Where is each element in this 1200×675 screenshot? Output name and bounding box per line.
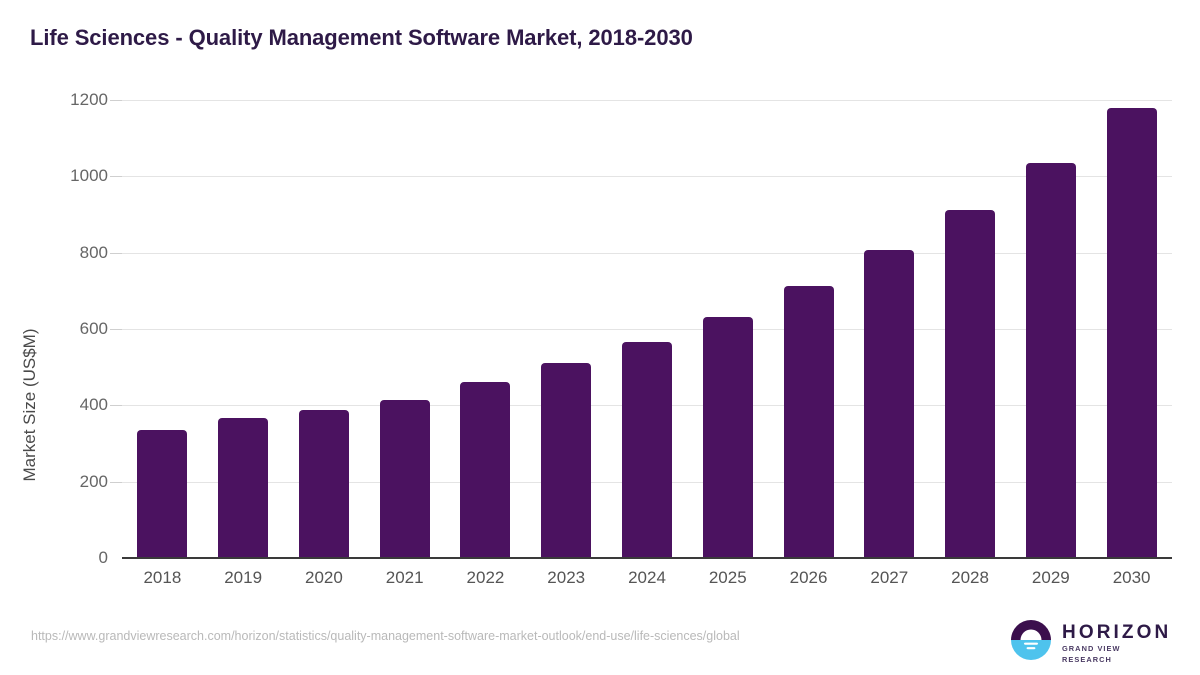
logo-wordmark: HORIZON — [1062, 622, 1172, 643]
brand-logo: HORIZON GRAND VIEW RESEARCH — [1010, 618, 1170, 664]
bar[interactable] — [298, 409, 349, 558]
x-tick-label: 2027 — [870, 568, 909, 587]
bar[interactable] — [864, 249, 915, 558]
gridline — [110, 329, 1172, 330]
y-tick-label: 400 — [79, 395, 108, 415]
gridline — [110, 100, 1172, 101]
bar[interactable] — [1025, 162, 1076, 558]
bar[interactable] — [460, 382, 511, 558]
x-tick-label: 2018 — [143, 568, 182, 587]
logo-tagline: GRAND VIEW RESEARCH — [1062, 644, 1121, 664]
bar[interactable] — [702, 316, 753, 558]
y-tick-mark — [110, 100, 122, 101]
horizon-sun-icon — [1010, 619, 1052, 661]
y-tick-label: 200 — [79, 471, 108, 491]
x-tick-label: 2021 — [385, 568, 424, 587]
y-axis: Market Size (US$M) 0 200 400 600 800 1000 1200 — [0, 90, 108, 567]
y-tick-label: 800 — [79, 242, 108, 262]
bar-series — [122, 100, 1172, 558]
source-url[interactable]: https://www.grandviewresearch.com/horizo… — [31, 629, 740, 643]
y-tick-mark — [110, 176, 122, 178]
bar[interactable] — [541, 363, 592, 558]
x-tick-label: 2019 — [224, 568, 263, 587]
y-tick-mark — [110, 405, 122, 407]
y-tick-mark — [110, 481, 122, 483]
gridline — [110, 176, 1172, 178]
x-axis: 2018 2019 2020 2021 2022 2023 2024 2025 2026 2027… — [122, 568, 1172, 598]
y-tick-mark — [110, 252, 122, 254]
x-tick-label: 2024 — [628, 568, 666, 587]
bar[interactable] — [218, 417, 269, 558]
y-tick-label: 600 — [79, 319, 108, 338]
page-title: Life Sciences - Quality Management Softw… — [30, 25, 693, 50]
bar[interactable] — [783, 286, 834, 558]
bar[interactable] — [622, 341, 672, 558]
bar[interactable] — [137, 430, 188, 558]
x-tick-label: 2023 — [547, 568, 586, 587]
y-tick-label: 1200 — [70, 90, 108, 109]
x-tick-label: 2026 — [789, 568, 828, 587]
gridline — [110, 252, 1172, 254]
y-tick-mark — [110, 329, 122, 330]
logo-text: HORIZON GRAND VIEW RESEARCH — [1062, 622, 1172, 665]
x-tick-label: 2022 — [466, 568, 505, 587]
x-tick-label: 2030 — [1112, 568, 1151, 587]
bar[interactable] — [1106, 107, 1157, 558]
x-axis-line — [122, 557, 1172, 559]
x-tick-label: 2020 — [305, 568, 343, 587]
y-tick-label: 0 — [98, 548, 108, 567]
x-tick-label: 2025 — [708, 568, 747, 587]
x-tick-label: 2028 — [951, 568, 989, 587]
x-tick-label: 2029 — [1031, 568, 1070, 587]
y-tick-label: 1000 — [70, 166, 108, 186]
bar[interactable] — [379, 399, 430, 558]
bar[interactable] — [945, 209, 996, 558]
